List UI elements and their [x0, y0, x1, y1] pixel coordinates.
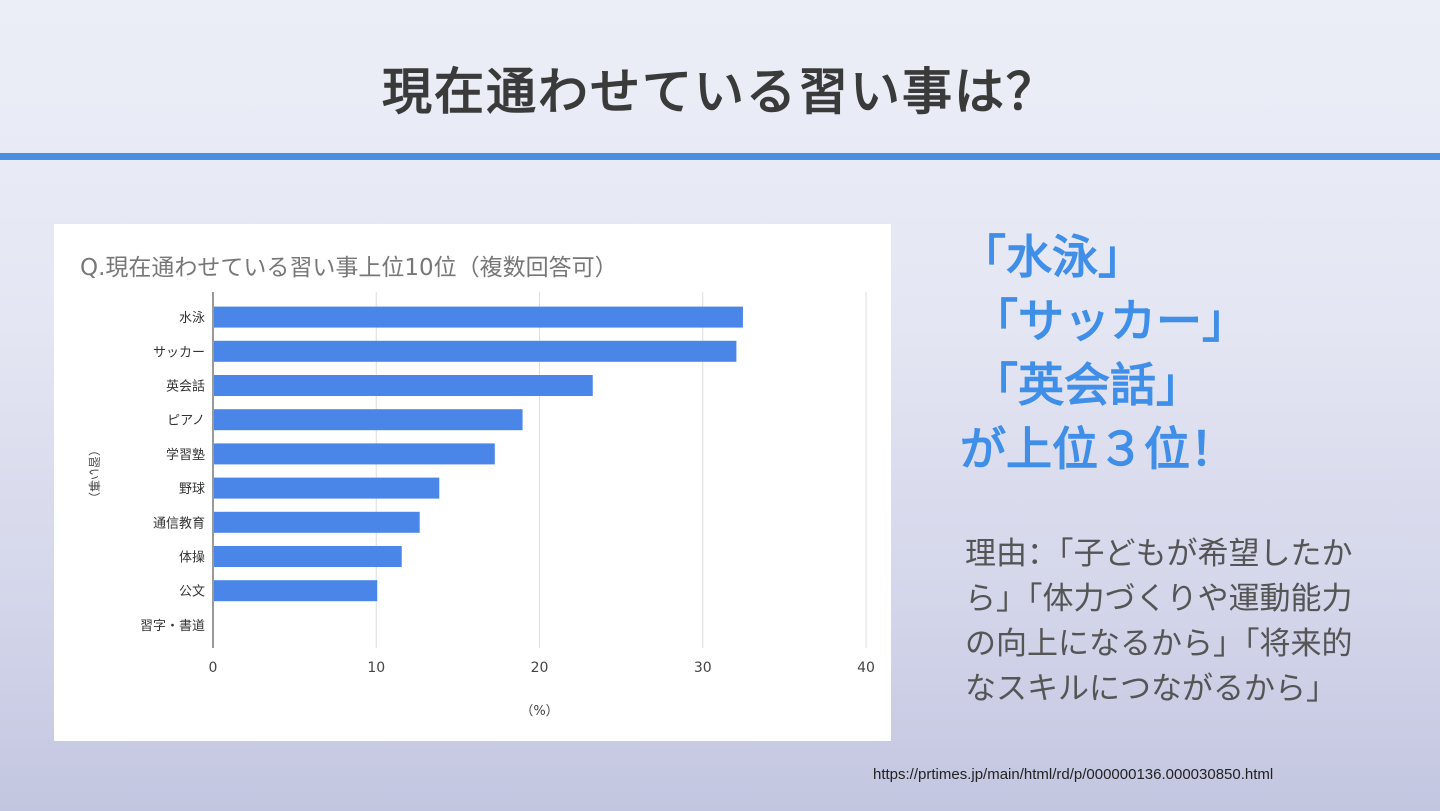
- title-divider: [0, 153, 1440, 160]
- headline-line: 「サッカー」: [972, 294, 1248, 348]
- y-tick-label: 通信教育: [153, 515, 205, 531]
- headline-line: 「水泳」: [960, 230, 1144, 284]
- bar: [214, 511, 420, 533]
- y-tick-label: 体操: [179, 550, 205, 566]
- x-tick-label: 40: [857, 660, 875, 676]
- headline-line: 「英会話」: [972, 358, 1202, 412]
- headline: 「水泳」 「サッカー」 「英会話」 が上位３位！: [960, 225, 1248, 481]
- y-tick-label: 水泳: [179, 311, 205, 326]
- y-tick-label: ピアノ: [167, 414, 205, 429]
- y-tick-label: 公文: [179, 585, 205, 600]
- source-url: https://prtimes.jp/main/html/rd/p/000000…: [873, 766, 1274, 783]
- y-tick-label: 野球: [179, 482, 205, 497]
- x-tick-label: 0: [209, 660, 218, 676]
- x-tick-label: 20: [531, 660, 549, 676]
- y-tick-label: 英会話: [166, 379, 205, 395]
- slide-title: 現在通わせている習い事は？: [382, 63, 1058, 121]
- y-tick-label: 学習塾: [166, 447, 205, 463]
- x-axis-label: （%）: [520, 704, 558, 719]
- bar: [214, 340, 737, 362]
- y-tick-label: 習字・書道: [140, 619, 205, 634]
- headline-line: が上位３位！: [960, 422, 1236, 476]
- x-tick-label: 10: [367, 660, 385, 676]
- y-tick-label: サッカー: [153, 345, 205, 360]
- y-axis-label: （習い事）: [87, 444, 101, 504]
- bar: [214, 443, 495, 465]
- bar: [214, 409, 523, 431]
- bar: [214, 375, 593, 396]
- bar: [214, 580, 378, 602]
- bar: [214, 306, 743, 328]
- bar: [214, 546, 402, 567]
- reason-text: 理由：「子どもが希望したから」「体力づくりや運動能力の向上になるから」「将来的な…: [965, 536, 1353, 707]
- bar: [214, 477, 440, 499]
- chart-title: Q.現在通わせている習い事上位10位（複数回答可）: [80, 255, 618, 281]
- x-tick-label: 30: [694, 660, 712, 676]
